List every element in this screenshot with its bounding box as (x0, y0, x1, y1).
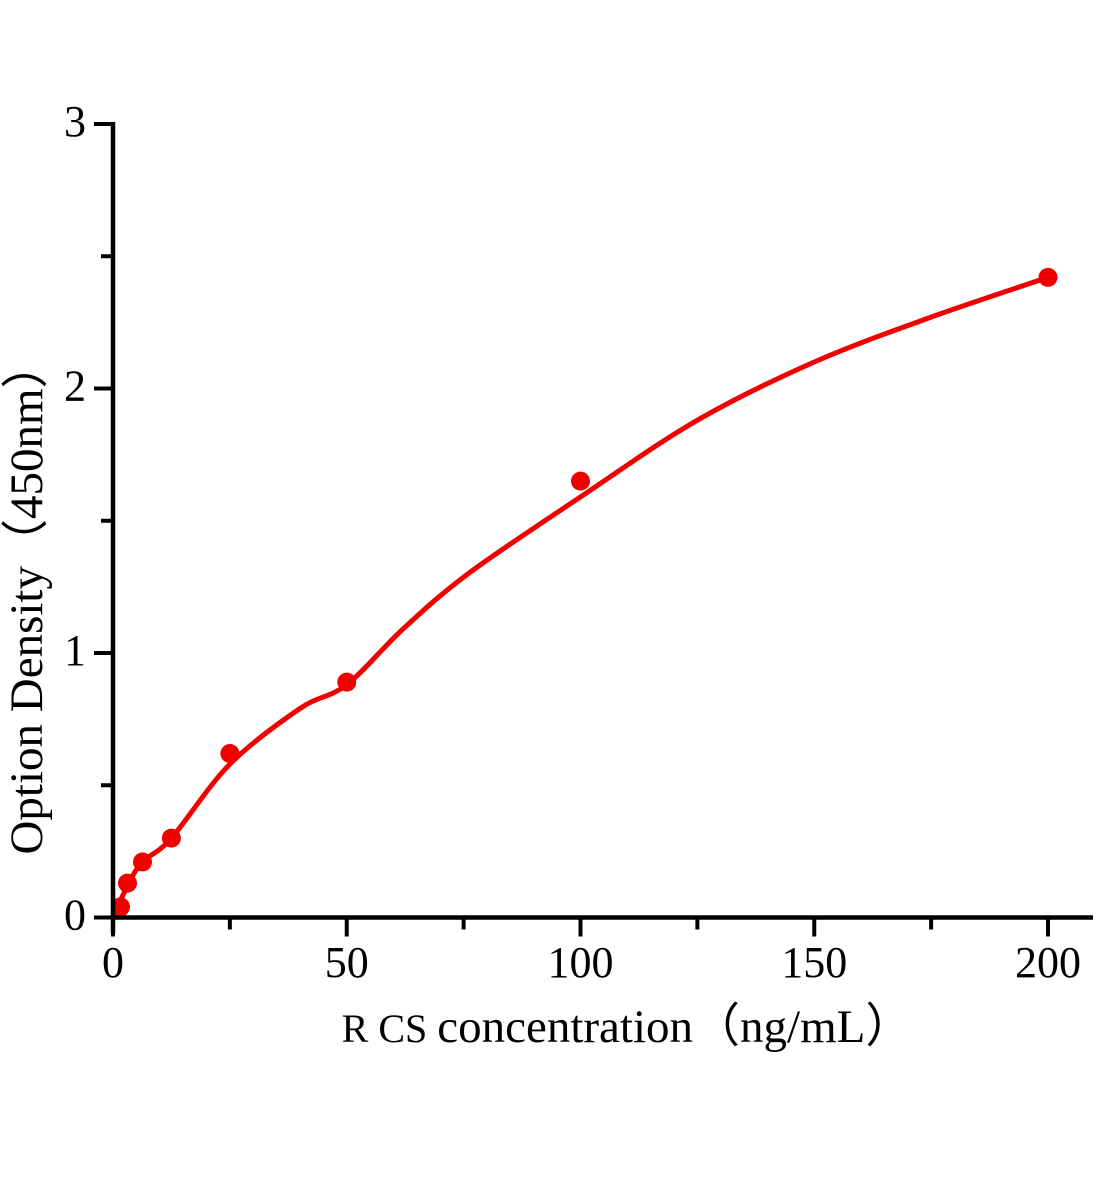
data-point (118, 873, 137, 893)
x-axis-title-rest: concentration（ng/mL） (437, 1001, 912, 1053)
tick-labels-layer: 0 50 100 150 200 0 1 2 3 (64, 97, 1081, 987)
y-tick-label: 0 (64, 891, 86, 940)
data-point (1038, 267, 1058, 287)
fit-curve-layer (110, 274, 1051, 920)
x-tick-label: 50 (325, 938, 369, 987)
fit-curve (110, 274, 1051, 920)
x-axis-title: R CS concentration（ng/mL） (342, 1001, 913, 1053)
y-tick-label: 2 (64, 362, 86, 411)
x-tick-label: 0 (102, 938, 124, 987)
data-point (161, 828, 181, 848)
data-point (337, 672, 357, 692)
x-tick-label: 200 (1015, 938, 1081, 987)
data-point (133, 852, 152, 872)
data-point (571, 471, 590, 491)
x-tick-label: 100 (548, 938, 614, 987)
data-points-layer (111, 267, 1058, 917)
y-tick-label: 3 (64, 97, 86, 146)
x-tick-label: 150 (781, 938, 847, 987)
data-point (220, 744, 240, 763)
y-tick-label: 1 (64, 626, 86, 675)
data-point (111, 897, 130, 917)
y-axis-title: Option Density（450nm） (1, 341, 53, 854)
x-axis-title-prefix: R CS (342, 1006, 438, 1051)
axes-layer (94, 122, 1093, 937)
